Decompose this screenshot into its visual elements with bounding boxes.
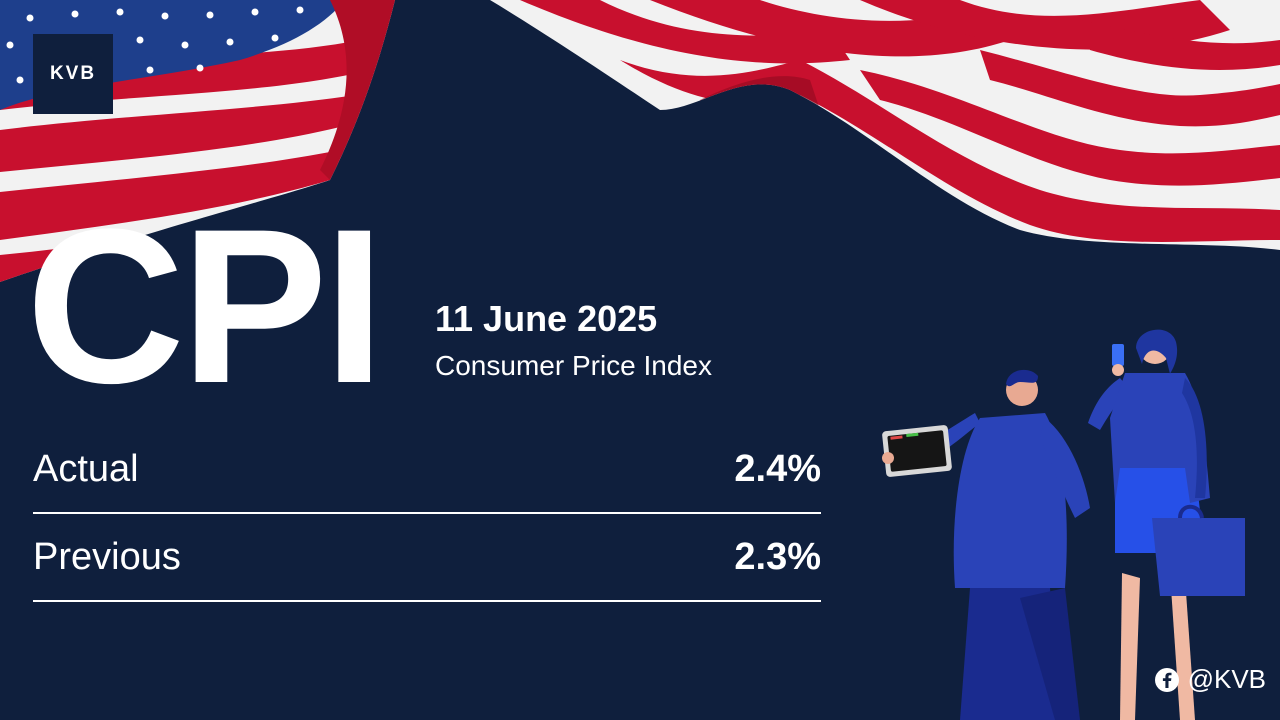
kvb-logo: KVB — [33, 34, 113, 114]
stat-label: Previous — [33, 536, 181, 578]
release-date: 11 June 2025 — [435, 298, 658, 339]
facebook-icon — [1154, 667, 1179, 692]
man-figure — [882, 369, 1090, 720]
woman-figure — [1088, 329, 1245, 720]
stat-value: 2.4% — [734, 448, 821, 490]
stat-value: 2.3% — [734, 536, 821, 578]
logo-text: KVB — [49, 63, 97, 84]
page-title: CPI — [26, 183, 385, 429]
indicator-subtitle: Consumer Price Index — [435, 350, 713, 381]
stat-row-actual: Actual 2.4% — [33, 436, 821, 514]
stat-row-previous: Previous 2.3% — [33, 524, 821, 602]
stats-list: Actual 2.4% Previous 2.3% — [33, 436, 821, 612]
us-flag-banner — [0, 0, 1280, 282]
flag-right-piece — [490, 0, 1280, 250]
business-people-illustration — [882, 329, 1245, 720]
social-handle-block: @KVB — [1154, 664, 1266, 695]
social-handle-text: @KVB — [1187, 664, 1266, 694]
stat-label: Actual — [33, 448, 139, 490]
